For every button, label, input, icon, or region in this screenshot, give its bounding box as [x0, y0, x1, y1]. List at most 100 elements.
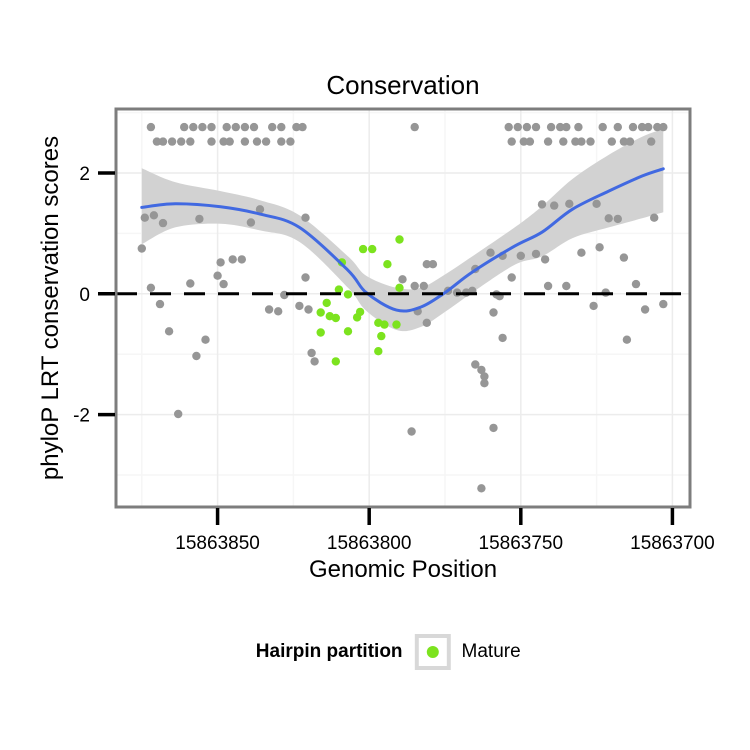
data-point-mature [343, 290, 353, 299]
y-axis-title: phyloP LRT conservation scores [37, 135, 64, 481]
smooth-confidence-ribbon [141, 128, 664, 332]
data-point [201, 335, 210, 344]
data-point [189, 122, 198, 132]
smooth-line [140, 167, 665, 313]
data-point [249, 122, 259, 132]
data-point [507, 273, 516, 282]
data-point [219, 279, 228, 289]
data-point [186, 137, 195, 146]
y-tick-label: 2 [79, 164, 90, 185]
data-point [525, 137, 535, 146]
data-point [177, 137, 186, 146]
data-point [574, 122, 583, 132]
data-point [659, 122, 668, 132]
data-point [198, 122, 207, 132]
data-point [192, 351, 201, 361]
data-point-mature [316, 308, 325, 317]
data-point-mature [374, 347, 383, 356]
data-point-mature [322, 298, 331, 308]
data-point [167, 137, 177, 146]
data-point [164, 327, 174, 336]
data-point-mature [395, 235, 404, 244]
data-point [152, 137, 162, 146]
data-point [592, 199, 601, 208]
data-point [613, 122, 622, 132]
data-point [559, 137, 568, 146]
data-point [471, 360, 480, 369]
data-point [186, 279, 195, 288]
data-point [252, 137, 262, 146]
data-point [531, 122, 541, 132]
data-point [519, 137, 528, 146]
mature-point-icon [426, 646, 439, 658]
x-tick-label: 15863700 [630, 533, 715, 554]
data-point [298, 122, 307, 132]
legend-key[interactable] [414, 634, 451, 670]
plot-title: Conservation [326, 70, 480, 100]
data-point [644, 122, 653, 132]
data-point [507, 137, 516, 146]
data-point [619, 253, 629, 262]
panel-border [114, 107, 692, 509]
x-tick-label: 15863800 [327, 533, 412, 554]
data-point [543, 137, 553, 146]
data-point [146, 283, 156, 292]
data-point [422, 260, 431, 269]
data-point [158, 137, 168, 146]
data-point [407, 427, 416, 436]
legend-item-label: Mature [461, 641, 521, 662]
data-point [398, 275, 407, 284]
data-point [513, 122, 522, 132]
data-point [277, 122, 286, 132]
data-point [225, 137, 234, 146]
data-point [155, 299, 165, 309]
y-tick-label: -2 [73, 406, 90, 427]
data-point-mature [358, 244, 368, 254]
data-point [419, 281, 428, 291]
data-point [607, 137, 616, 146]
data-point [195, 214, 204, 224]
data-point [231, 122, 240, 132]
data-point [255, 205, 265, 214]
data-point [146, 122, 156, 132]
data-point [562, 281, 571, 291]
data-point [659, 299, 668, 309]
data-point [149, 211, 159, 220]
data-point [598, 122, 607, 132]
data-point [428, 260, 438, 269]
data-point [595, 243, 604, 252]
data-point [180, 122, 189, 132]
data-point [480, 379, 489, 388]
data-point [522, 122, 532, 132]
data-point [504, 122, 513, 132]
data-point [140, 213, 149, 222]
data-point [268, 122, 277, 132]
data-point [571, 137, 580, 146]
data-point-mature [334, 285, 344, 294]
data-point [207, 122, 216, 132]
data-point [422, 318, 431, 327]
data-point [489, 308, 498, 317]
x-tick-label: 15863850 [175, 533, 260, 554]
data-point [219, 137, 228, 146]
x-tick-label: 15863750 [479, 533, 564, 554]
data-point [565, 199, 574, 208]
data-point [158, 218, 168, 228]
data-point [480, 372, 489, 381]
data-point [637, 122, 647, 132]
data-point [550, 201, 559, 210]
data-point [628, 122, 638, 132]
data-point [477, 484, 486, 493]
data-point [277, 137, 286, 146]
data-point [604, 214, 613, 223]
data-point [310, 357, 319, 366]
data-point [174, 409, 183, 419]
data-point [537, 200, 547, 209]
data-point [301, 213, 310, 222]
data-point [516, 251, 525, 260]
data-point [410, 281, 419, 291]
data-point [619, 137, 629, 146]
data-point [216, 258, 225, 267]
data-point [292, 122, 301, 132]
